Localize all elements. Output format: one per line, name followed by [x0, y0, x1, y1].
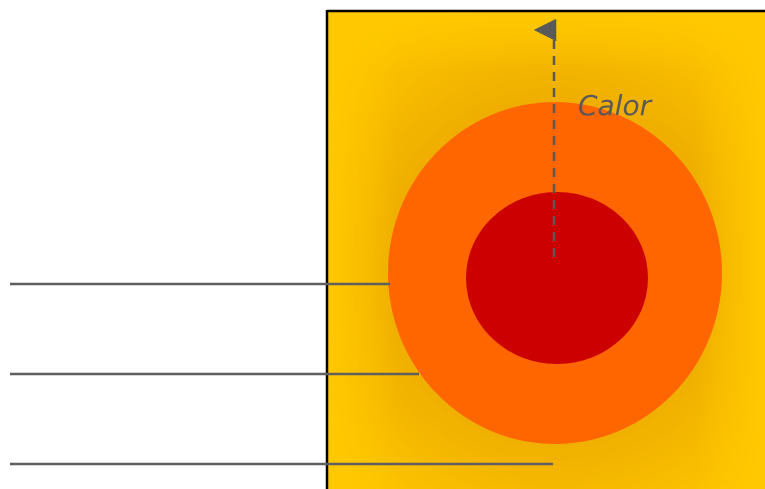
core	[466, 192, 648, 364]
heat-label: Calor	[578, 89, 653, 122]
